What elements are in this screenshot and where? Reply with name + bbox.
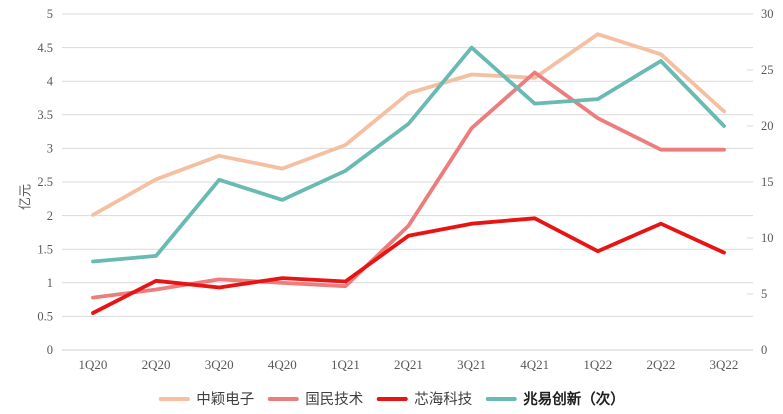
left-axis-tick-label: 1 xyxy=(47,276,53,290)
x-axis-tick-label: 2Q20 xyxy=(142,357,171,372)
left-axis-tick-label: 3.5 xyxy=(37,108,53,122)
series-line-国民技术 xyxy=(91,70,726,300)
left-axis-tick-label: 2.5 xyxy=(37,175,53,189)
legend-item: 兆易创新（次） xyxy=(485,388,625,409)
legend-label: 芯海科技 xyxy=(414,392,473,408)
x-axis-tick-label: 3Q22 xyxy=(710,357,739,372)
right-axis-tick-label: 25 xyxy=(761,63,774,77)
x-axis-tick-label: 4Q21 xyxy=(520,357,549,372)
legend-label: 兆易创新（次） xyxy=(523,392,625,408)
right-axis-tick-label: 20 xyxy=(761,119,774,133)
x-axis-tick-label: 2Q22 xyxy=(646,357,675,372)
left-axis-title: 亿元 xyxy=(17,183,33,211)
x-axis-tick-label: 1Q22 xyxy=(583,357,612,372)
left-axis-tick-label: 2 xyxy=(47,209,53,223)
left-axis-tick-label: 3 xyxy=(47,142,53,156)
x-axis-tick-label: 1Q20 xyxy=(79,357,108,372)
legend-swatch xyxy=(158,396,190,401)
right-axis-tick-label: 0 xyxy=(761,343,767,357)
x-axis-tick-label: 1Q21 xyxy=(331,357,360,372)
x-axis-tick-label: 2Q21 xyxy=(394,357,423,372)
right-axis-tick-label: 30 xyxy=(761,7,774,21)
left-axis-tick-label: 1.5 xyxy=(37,242,53,256)
legend-item: 中颖电子 xyxy=(158,388,254,409)
left-axis-tick-label: 4.5 xyxy=(37,41,53,55)
series-line-兆易创新（次） xyxy=(91,45,726,264)
x-axis-tick-label: 4Q20 xyxy=(268,357,297,372)
x-axis-tick-label: 3Q21 xyxy=(457,357,486,372)
right-axis-tick-label: 15 xyxy=(761,175,774,189)
legend-item: 国民技术 xyxy=(267,388,363,409)
series-line-中颖电子 xyxy=(91,32,726,217)
legend-label: 中颖电子 xyxy=(196,392,255,408)
legend-label: 国民技术 xyxy=(305,392,364,408)
left-axis-tick-label: 0.5 xyxy=(37,310,53,324)
right-axis-tick-label: 5 xyxy=(761,287,767,301)
legend: 中颖电子 国民技术 芯海科技 兆易创新（次） xyxy=(158,388,625,409)
legend-swatch xyxy=(376,396,408,401)
legend-swatch xyxy=(267,396,299,401)
left-axis-tick-label: 4 xyxy=(47,74,54,88)
left-axis-tick-label: 5 xyxy=(47,7,53,21)
left-axis-tick-label: 0 xyxy=(47,343,53,357)
legend-swatch xyxy=(485,396,517,401)
x-axis-tick-label: 3Q20 xyxy=(205,357,234,372)
series-line-芯海科技 xyxy=(91,216,726,315)
legend-item: 芯海科技 xyxy=(376,388,472,409)
right-axis-tick-label: 10 xyxy=(761,231,774,245)
